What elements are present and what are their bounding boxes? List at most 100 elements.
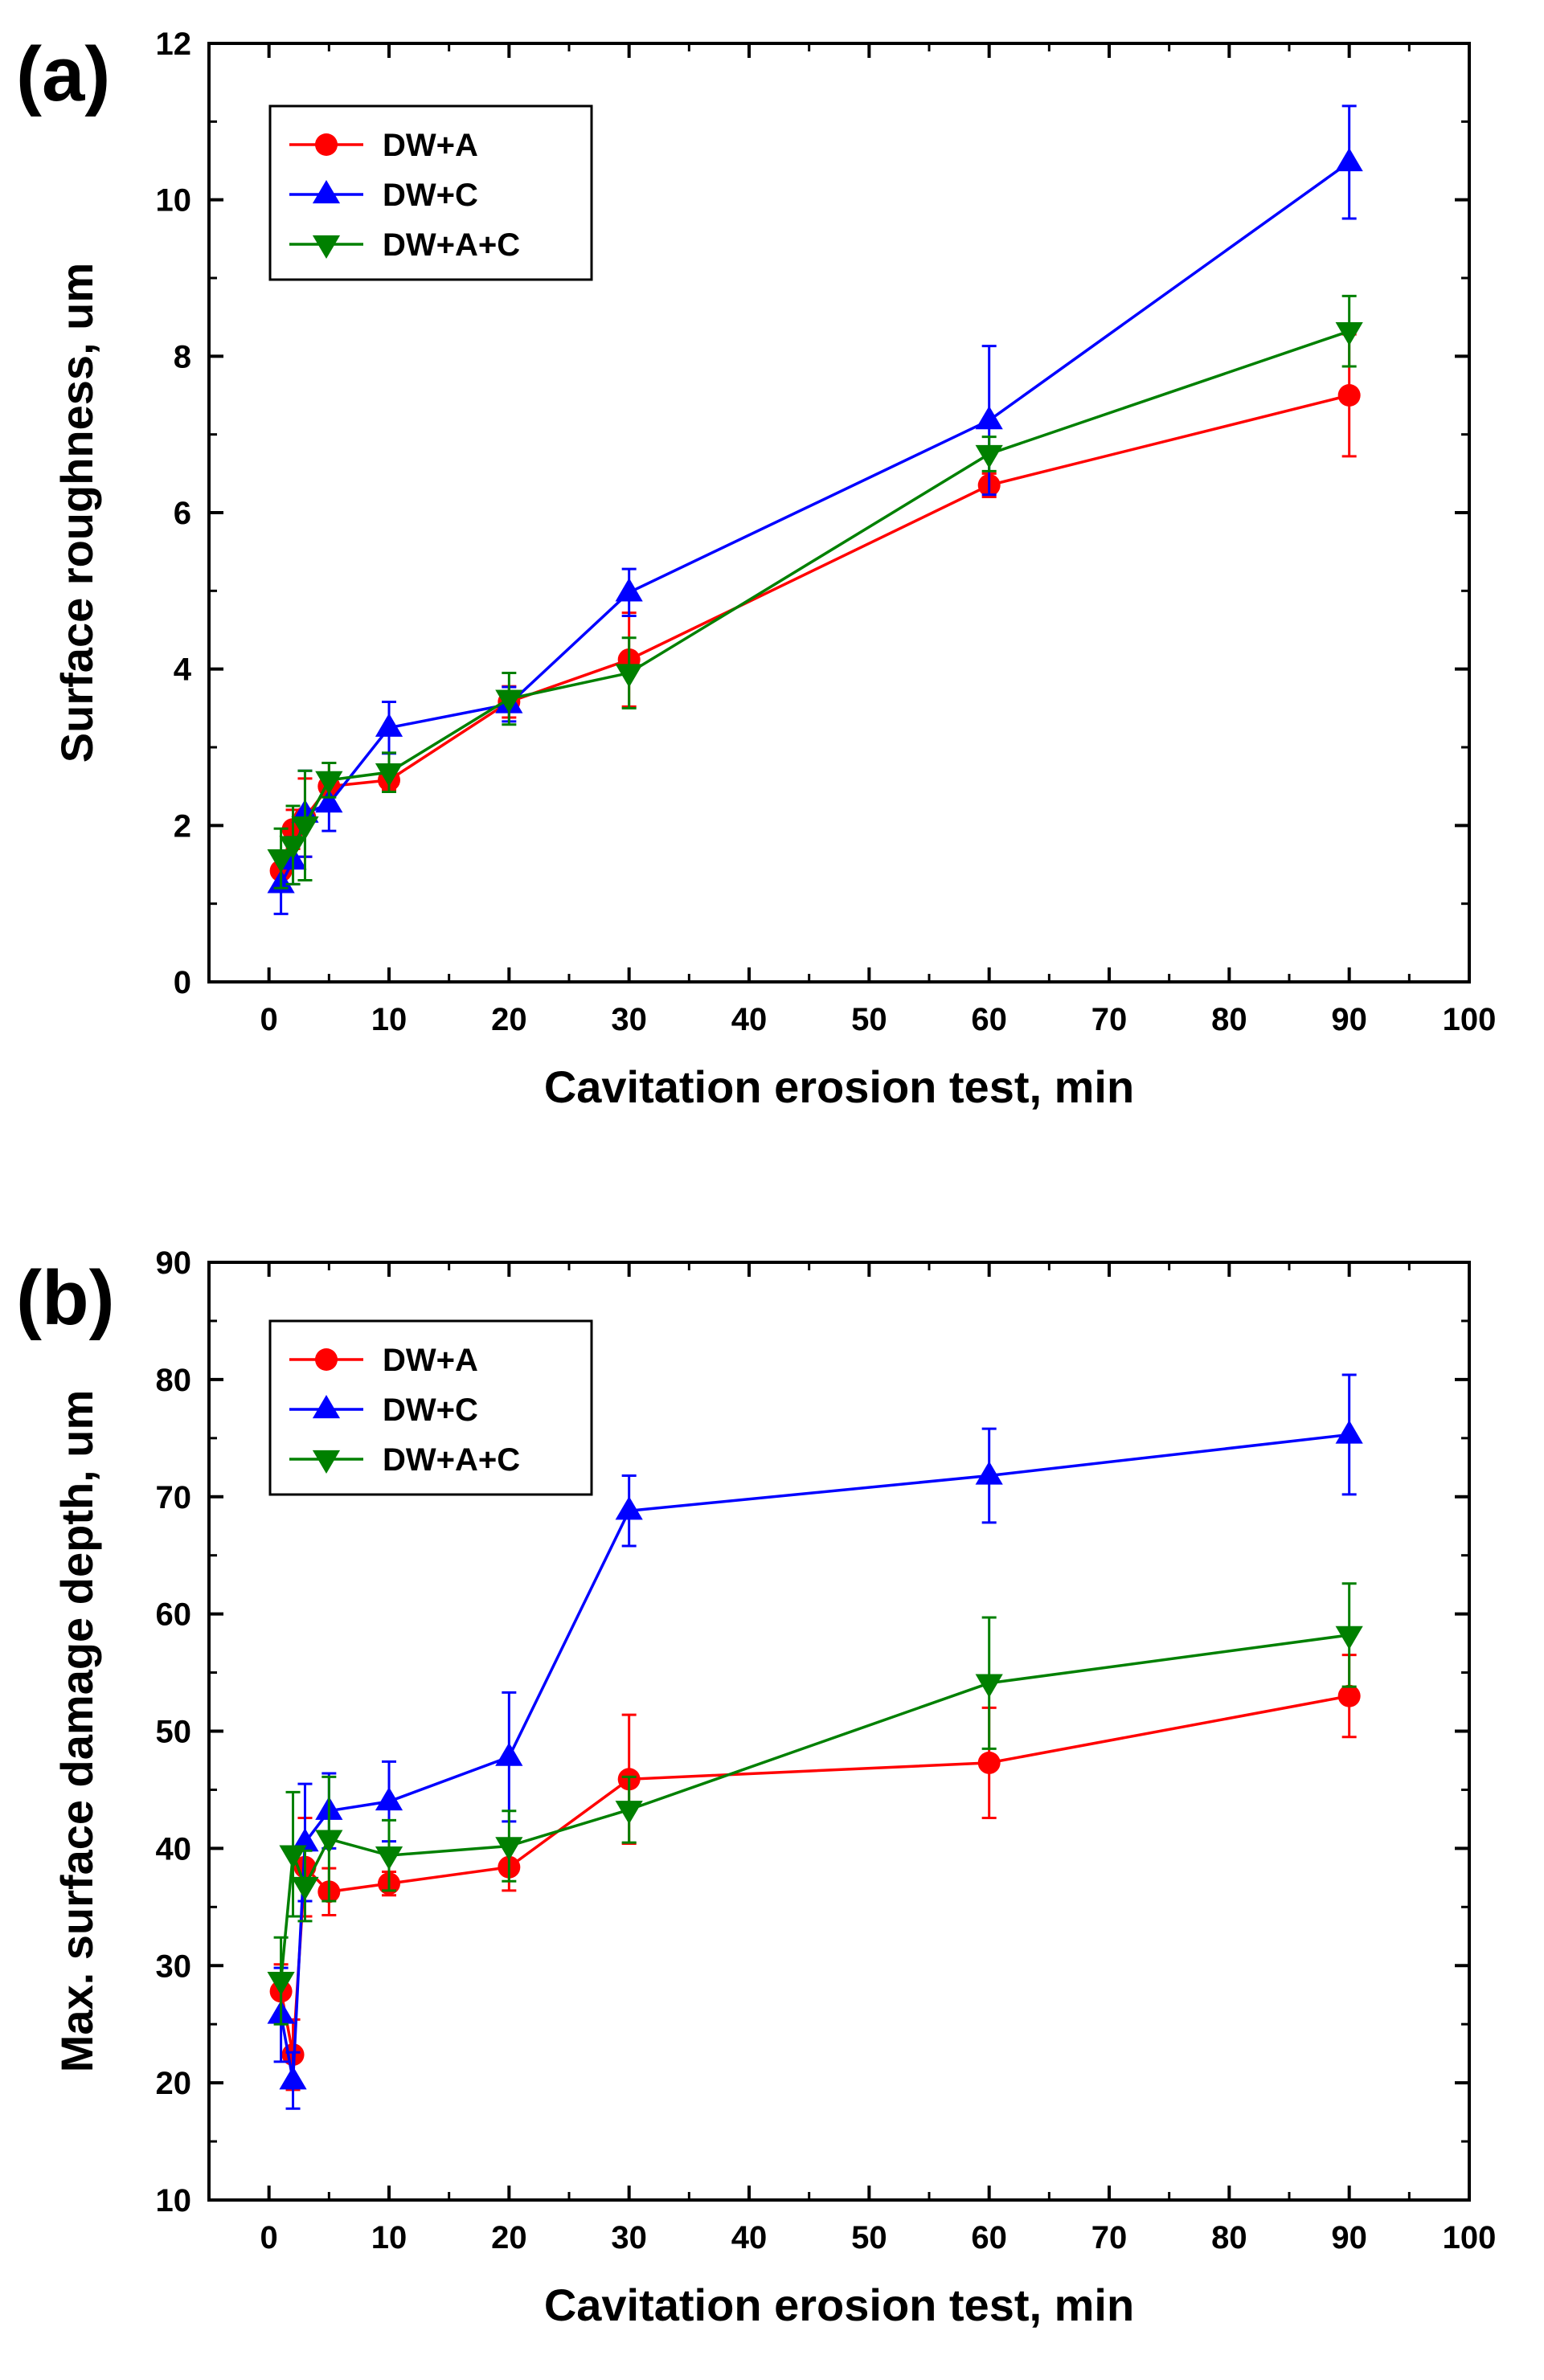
x-tick-label: 0 <box>260 1002 278 1037</box>
panel-label: (a) <box>16 31 110 117</box>
x-tick-label: 30 <box>611 2220 647 2255</box>
panel-label: (b) <box>16 1255 115 1341</box>
y-tick-label: 4 <box>174 652 192 688</box>
y-axis-title: Max. surface damage depth, um <box>51 1390 102 2073</box>
x-tick-label: 80 <box>1211 1002 1247 1037</box>
y-tick-label: 40 <box>156 1831 192 1867</box>
x-tick-label: 70 <box>1091 2220 1128 2255</box>
legend-label: DW+A <box>383 128 478 163</box>
data-point <box>1337 1684 1361 1707</box>
data-point <box>279 1845 307 1869</box>
x-tick-label: 20 <box>491 1002 527 1037</box>
legend-swatch-marker <box>312 1395 341 1419</box>
y-tick-label: 8 <box>174 339 191 374</box>
x-tick-label: 50 <box>851 1002 887 1037</box>
y-tick-label: 90 <box>156 1245 192 1281</box>
data-point <box>1335 1626 1363 1650</box>
legend-label: DW+C <box>383 1392 478 1428</box>
data-point <box>615 1496 643 1520</box>
y-tick-label: 10 <box>156 183 192 219</box>
x-tick-label: 10 <box>371 2220 408 2255</box>
series-line <box>279 1634 1349 1981</box>
series-line <box>279 1695 1349 2055</box>
y-tick-label: 50 <box>156 1715 192 1750</box>
data-point <box>1335 147 1363 172</box>
data-point <box>267 849 295 873</box>
y-tick-label: 20 <box>156 2066 192 2101</box>
data-point <box>375 1787 403 1811</box>
data-point <box>495 689 523 714</box>
series-dw-a <box>269 1654 1361 2092</box>
x-tick-label: 90 <box>1331 1002 1367 1037</box>
x-tick-label: 50 <box>851 2220 887 2255</box>
y-axis-title: Surface roughness, um <box>51 263 102 763</box>
data-point <box>375 713 403 737</box>
data-point <box>375 1846 403 1871</box>
legend: DW+A DW+C DW+A+C <box>268 104 593 281</box>
data-point <box>375 763 403 787</box>
data-point <box>495 1742 523 1766</box>
y-tick-label: 70 <box>156 1480 192 1515</box>
legend-label: DW+A+C <box>383 1442 520 1478</box>
x-tick-label: 20 <box>491 2220 527 2255</box>
x-tick-label: 80 <box>1211 2220 1247 2255</box>
legend-swatch-marker <box>312 235 341 259</box>
series-dw-a <box>269 333 1361 888</box>
data-point <box>615 664 643 688</box>
data-point <box>975 1461 1003 1485</box>
data-point <box>279 836 307 860</box>
data-point <box>495 1837 523 1861</box>
data-point <box>291 1876 319 1901</box>
legend-label: DW+A+C <box>383 227 520 263</box>
series-line <box>279 394 1350 872</box>
y-tick-label: 12 <box>156 27 192 62</box>
data-point <box>315 1830 343 1854</box>
data-point <box>975 406 1003 430</box>
data-point <box>975 444 1003 468</box>
series-dw-a-c <box>267 1582 1363 2026</box>
x-tick-label: 60 <box>971 2220 1007 2255</box>
data-point <box>975 1674 1003 1698</box>
series-line <box>279 1433 1349 2081</box>
data-point <box>1335 1420 1363 1444</box>
y-tick-label: 60 <box>156 1597 192 1633</box>
panel-a: (a) 0 10 20 30 40 50 60 70 80 90 100 0 2 4 6 8 10 12 Cavita… <box>16 27 1496 1112</box>
y-tick-label: 6 <box>174 496 191 531</box>
data-point <box>315 771 343 795</box>
data-point <box>615 578 643 602</box>
y-tick-label: 0 <box>174 965 191 1000</box>
x-tick-label: 100 <box>1443 2220 1497 2255</box>
y-tick-label: 80 <box>156 1363 192 1398</box>
x-tick-label: 40 <box>731 2220 768 2255</box>
legend-swatch-marker <box>312 180 341 204</box>
x-tick-label: 60 <box>971 1002 1007 1037</box>
x-axis-title: Cavitation erosion test, min <box>544 2280 1134 2330</box>
panel-b: (b) 0 10 20 30 40 50 60 70 80 90 100 10 20 30 40 50 60 70 8… <box>16 1245 1496 2330</box>
data-point <box>279 2066 307 2090</box>
x-tick-label: 0 <box>260 2220 278 2255</box>
y-tick-label: 10 <box>156 2183 192 2218</box>
y-tick-label: 30 <box>156 1949 192 1984</box>
legend-swatch-marker <box>315 1348 338 1371</box>
x-tick-label: 30 <box>611 1002 647 1037</box>
x-tick-label: 10 <box>371 1002 408 1037</box>
x-tick-label: 100 <box>1443 1002 1497 1037</box>
y-tick-label: 2 <box>174 808 191 844</box>
series-dw-a-c <box>267 294 1363 889</box>
data-point <box>291 816 319 840</box>
x-axis-title: Cavitation erosion test, min <box>544 1061 1134 1112</box>
data-point <box>1335 322 1363 346</box>
legend-swatch-marker <box>312 1450 341 1474</box>
data-point <box>315 789 343 813</box>
series-line <box>280 329 1350 860</box>
legend-swatch-marker <box>315 133 338 156</box>
legend-label: DW+C <box>383 178 478 213</box>
data-point <box>267 1972 295 1996</box>
x-tick-label: 90 <box>1331 2220 1367 2255</box>
x-tick-label: 70 <box>1091 1002 1128 1037</box>
data-point <box>977 1751 1001 1774</box>
legend: DW+A DW+C DW+A+C <box>268 1319 593 1496</box>
x-tick-label: 40 <box>731 1002 768 1037</box>
data-point <box>615 1801 643 1825</box>
